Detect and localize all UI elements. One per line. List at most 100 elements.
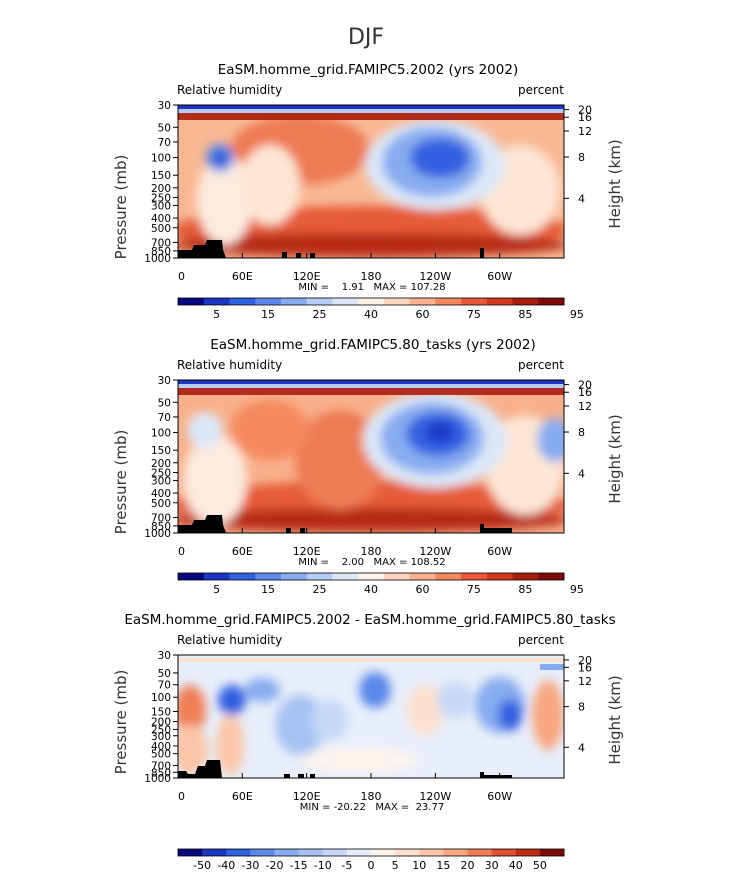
- colorbar-swatch: [298, 849, 324, 856]
- colorbar-swatch: [512, 573, 539, 580]
- panel-1-ylabel: Pressure (mb): [112, 155, 130, 260]
- longitude-tick-label: 120E: [293, 545, 321, 558]
- pressure-tick-label: 1000: [144, 528, 171, 540]
- longitude-tick-label: 60W: [487, 270, 512, 283]
- colorbar-swatch: [280, 298, 308, 305]
- panel-1-units-label: percent: [518, 83, 564, 97]
- pressure-tick-label: 250: [151, 724, 171, 736]
- height-tick-label: 12: [578, 400, 592, 413]
- colorbar-label: -10: [314, 859, 332, 872]
- height-tick-label: 4: [578, 192, 585, 205]
- colorbar-label: 5: [213, 308, 220, 321]
- longitude-tick-label: 60W: [487, 545, 512, 558]
- pressure-tick-label: 850: [151, 246, 171, 258]
- pressure-tick-label: 50: [158, 397, 171, 409]
- colorbar-label: 60: [415, 583, 429, 596]
- panel-2-units-label: percent: [518, 358, 564, 372]
- colorbar-label: 15: [261, 583, 275, 596]
- pressure-tick-label: 70: [158, 680, 171, 692]
- height-tick-label: 20: [578, 654, 592, 667]
- colorbar-swatch: [515, 849, 541, 856]
- colorbar-label: -15: [290, 859, 308, 872]
- panel-3-contour-field: [178, 655, 564, 778]
- panel-2-stats: MIN = 2.00 MAX = 108.52: [298, 557, 445, 568]
- pressure-tick-label: 150: [151, 170, 171, 182]
- colorbar-swatch: [486, 298, 513, 305]
- pressure-tick-label: 70: [158, 412, 171, 424]
- pressure-tick-label: 300: [151, 731, 171, 743]
- colorbar-label: 15: [261, 308, 275, 321]
- panel-3-field-label: Relative humidity: [177, 633, 282, 647]
- colorbar-label: 25: [313, 308, 327, 321]
- height-tick-label: 8: [578, 151, 585, 164]
- pressure-tick-label: 100: [151, 428, 171, 440]
- colorbar-label: -20: [266, 859, 284, 872]
- colorbar-label: 50: [533, 859, 547, 872]
- panel-3-title: EaSM.homme_grid.FAMIPC5.2002 - EaSM.homm…: [124, 612, 615, 628]
- panel-2-field-label: Relative humidity: [177, 358, 282, 372]
- colorbar-swatch: [383, 298, 410, 305]
- colorbar-swatch: [202, 849, 227, 856]
- longitude-tick-label: 60E: [232, 270, 253, 283]
- colorbar-swatch: [467, 849, 493, 856]
- colorbar-swatch: [250, 849, 275, 856]
- pressure-tick-label: 700: [151, 512, 171, 524]
- colorbar-swatch: [461, 298, 488, 305]
- pressure-tick-label: 200: [151, 458, 171, 470]
- colorbar-swatch: [358, 298, 385, 305]
- pressure-tick-label: 50: [158, 122, 171, 134]
- panel-2-ylabel: Pressure (mb): [112, 430, 130, 535]
- colorbar-label: 5: [392, 859, 399, 872]
- pressure-tick-label: 200: [151, 183, 171, 195]
- colorbar-swatch: [229, 573, 256, 580]
- colorbar-swatch: [255, 573, 282, 580]
- longitude-tick-label: 0: [178, 545, 185, 558]
- height-tick-label: 20: [578, 379, 592, 392]
- colorbar-swatch: [332, 573, 359, 580]
- panel-1-title: EaSM.homme_grid.FAMIPC5.2002 (yrs 2002): [218, 62, 518, 78]
- colorbar-frame: [177, 572, 565, 581]
- colorbar-swatch: [332, 298, 359, 305]
- longitude-tick-label: 60E: [232, 545, 253, 558]
- colorbar-swatch: [461, 573, 488, 580]
- longitude-tick-label: 180: [361, 270, 382, 283]
- pressure-tick-label: 300: [151, 475, 171, 487]
- pressure-tick-label: 850: [151, 767, 171, 779]
- colorbar-label: 40: [509, 859, 523, 872]
- longitude-tick-label: 60E: [232, 790, 253, 803]
- longitude-tick-label: 60W: [487, 790, 512, 803]
- colorbar-swatch: [539, 849, 565, 856]
- pressure-tick-label: 30: [158, 375, 171, 387]
- colorbar-label: 75: [467, 583, 481, 596]
- pressure-tick-label: 500: [151, 223, 171, 235]
- panel-3-ylabel-right: Height (km): [606, 675, 624, 764]
- pressure-tick-label: 400: [151, 488, 171, 500]
- colorbar-swatch: [306, 298, 333, 305]
- colorbar-swatch: [178, 849, 203, 856]
- pressure-tick-label: 400: [151, 213, 171, 225]
- colorbar-swatch: [226, 849, 251, 856]
- pressure-tick-label: 150: [151, 445, 171, 457]
- pressure-tick-label: 250: [151, 193, 171, 205]
- longitude-tick-label: 180: [361, 545, 382, 558]
- colorbar-label: -30: [241, 859, 259, 872]
- longitude-tick-label: 0: [178, 790, 185, 803]
- colorbar-swatch: [178, 298, 205, 305]
- colorbar-swatch: [255, 298, 282, 305]
- longitude-tick-label: 0: [178, 270, 185, 283]
- colorbar-swatch: [274, 849, 300, 856]
- pressure-tick-label: 300: [151, 200, 171, 212]
- pressure-tick-label: 50: [158, 668, 171, 680]
- longitude-tick-label: 120W: [419, 545, 451, 558]
- pressure-tick-label: 700: [151, 760, 171, 772]
- panel-3-ylabel: Pressure (mb): [112, 670, 130, 775]
- panel-3: EaSM.homme_grid.FAMIPC5.2002 - EaSM.homm…: [112, 612, 624, 872]
- colorbar-swatch: [419, 849, 444, 856]
- panel-2-ylabel-right: Height (km): [606, 414, 624, 503]
- colorbar-swatch: [178, 573, 205, 580]
- colorbar-label: 40: [364, 583, 378, 596]
